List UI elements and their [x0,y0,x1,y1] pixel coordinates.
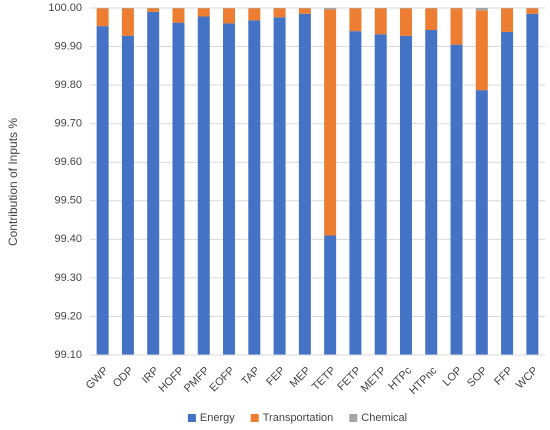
bar-segment [248,8,261,21]
bar-segment [324,9,337,236]
bar-segment [425,29,438,356]
bar-segment [399,35,412,355]
bar-segment [450,44,463,355]
bar-segment [96,8,109,27]
bar-segment [273,8,286,18]
legend-swatch [187,414,196,422]
bar-segment [324,235,337,355]
bar-segment [96,26,109,355]
x-tick-label: PMFP [182,365,212,395]
y-tick-label: 100.00 [48,2,82,14]
y-tick-label: 99.50 [54,195,82,207]
x-tick-label: IRP [140,365,161,386]
bar-segment [121,35,134,355]
bar-segment [298,13,311,356]
bar-segment [501,31,514,355]
bar-segment [223,8,236,24]
x-tick-label: ODP [111,365,136,390]
y-tick-label: 99.40 [54,233,82,245]
x-tick-label: TAP [239,365,262,388]
y-tick-label: 99.70 [54,118,82,130]
bar-segment [475,10,488,91]
x-tick-label: WCP [514,365,541,392]
bar-segment [298,8,311,14]
bar-segment [450,8,463,45]
legend-swatch [349,414,358,422]
legend-swatch [250,414,259,422]
x-tick-label: FETP [335,365,363,393]
bar-segment [425,8,438,30]
bar-segment [197,8,210,17]
y-tick-label: 99.30 [54,272,82,284]
y-tick-label: 99.60 [54,156,82,168]
y-tick-label: 99.80 [54,79,82,91]
x-tick-label: FEP [264,365,288,389]
legend-label: Chemical [361,412,407,424]
x-tick-label: EOFP [208,365,238,395]
bar-segment [248,20,261,356]
bar-segment [147,8,160,12]
legend-label: Energy [200,412,235,424]
x-tick-label: HTPnc [407,364,440,397]
bar-segment [526,13,539,356]
bar-segment [349,31,362,356]
bar-segment [223,23,236,356]
bar-segment [399,8,412,36]
bar-segment [172,22,185,355]
x-tick-label: TETP [310,365,338,393]
bar-segment [526,8,539,14]
x-tick-label: METP [359,365,389,395]
legend-label: Transportation [263,412,334,424]
bar-segment [273,17,286,356]
x-tick-label: SOP [465,365,490,390]
bar-segment [324,8,337,10]
bar-segment [197,16,210,356]
bar-segment [121,8,134,36]
bar-segment [172,8,185,23]
x-tick-label: MEP [288,365,313,390]
bar-segment [374,34,387,356]
y-tick-label: 99.10 [54,349,82,361]
bar-segment [349,8,362,32]
bar-segment [374,8,387,35]
bar-segment [501,8,514,32]
x-tick-label: FFP [492,365,515,388]
bar-segment [147,11,160,355]
y-axis-title: Contribution of Inputs % [6,118,20,246]
bar-segment [475,8,488,11]
y-tick-label: 99.90 [54,40,82,52]
x-tick-label: GWP [84,365,111,392]
bar-segment [475,90,488,355]
y-tick-label: 99.20 [54,310,82,322]
x-tick-label: HOFP [157,365,187,395]
x-tick-label: LOP [441,365,465,389]
